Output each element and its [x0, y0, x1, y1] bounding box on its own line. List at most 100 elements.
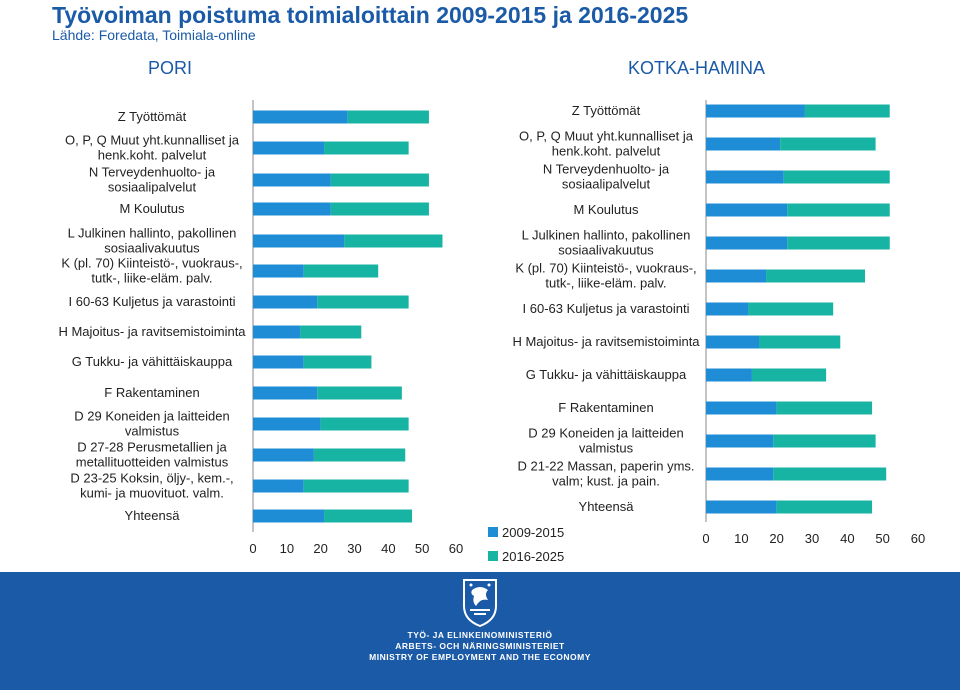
page-title: Työvoiman poistuma toimialoittain 2009-2…: [52, 2, 689, 28]
x-tick-label: 50: [875, 531, 889, 546]
legend-swatch-2009: [488, 527, 498, 537]
category-label: F Rakentaminen: [104, 385, 199, 400]
source-subtitle: Lähde: Foredata, Toimiala-online: [52, 27, 256, 43]
category-label: G Tukku- ja vähittäiskauppa: [526, 367, 687, 382]
legend-swatch-2016: [488, 551, 498, 561]
bar-2009-2015: [706, 236, 788, 250]
bar-2016-2025: [313, 448, 406, 462]
legend-item-2016: 2016-2025: [488, 544, 564, 568]
category-label: L Julkinen hallinto, pakollinen sosiaaliv…: [68, 226, 237, 256]
category-label: Z Työttömät: [118, 109, 187, 124]
bar-2016-2025: [776, 401, 873, 415]
bar-2016-2025: [804, 104, 890, 118]
bar-2009-2015: [706, 302, 749, 316]
bar-2016-2025: [773, 467, 887, 481]
bar-2016-2025: [773, 434, 876, 448]
bar-2016-2025: [320, 417, 409, 431]
bar-2009-2015: [706, 269, 767, 283]
category-label: I 60-63 Kuljetus ja varastointi: [69, 294, 236, 309]
chart-title-pori: PORI: [148, 58, 193, 78]
category-label: L Julkinen hallinto, pakollinen sosiaaliv…: [522, 228, 691, 258]
bar-2009-2015: [706, 203, 788, 217]
category-label: F Rakentaminen: [558, 400, 653, 415]
category-label: Yhteensä: [579, 499, 635, 514]
bar-2016-2025: [751, 368, 827, 382]
ministry-name-en: MINISTRY OF EMPLOYMENT AND THE ECONOMY: [369, 652, 591, 662]
bar-2009-2015: [253, 173, 331, 187]
bar-2009-2015: [253, 202, 331, 216]
category-label: D 21-22 Massan, paperin yms. valm; kust. …: [517, 459, 694, 489]
category-label: G Tukku- ja vähittäiskauppa: [72, 354, 233, 369]
category-label: N Terveydenhuolto- ja sosiaalipalvelut: [89, 165, 216, 195]
category-label: K (pl. 70) Kiinteistö-, vuokraus-, tutk-,…: [61, 256, 242, 286]
x-tick-label: 60: [449, 541, 463, 556]
x-tick-label: 10: [280, 541, 294, 556]
bar-2016-2025: [330, 202, 429, 216]
bar-2016-2025: [780, 137, 876, 151]
category-label: M Koulutus: [119, 201, 185, 216]
bar-2009-2015: [706, 335, 759, 349]
bar-2016-2025: [759, 335, 841, 349]
category-label: M Koulutus: [573, 202, 639, 217]
bar-2016-2025: [303, 355, 372, 369]
bar-2009-2015: [706, 137, 781, 151]
x-tick-label: 0: [702, 531, 709, 546]
bar-2009-2015: [706, 434, 774, 448]
category-label: K (pl. 70) Kiinteistö-, vuokraus-, tutk-,…: [515, 261, 696, 291]
x-tick-label: 20: [769, 531, 783, 546]
bar-2016-2025: [787, 203, 890, 217]
bar-2009-2015: [253, 264, 304, 278]
bar-2016-2025: [787, 236, 890, 250]
bar-charts: Z Työttömät O, P, Q Muut yht.kunnalliset …: [58, 100, 925, 556]
chart-1: Z Työttömät O, P, Q Muut yht.kunnalliset …: [512, 100, 925, 546]
category-label: O, P, Q Muut yht.kunnalliset ja henk.koht…: [519, 129, 694, 159]
x-tick-label: 50: [415, 541, 429, 556]
x-tick-label: 0: [249, 541, 256, 556]
bar-2016-2025: [324, 509, 413, 523]
bar-2009-2015: [706, 467, 774, 481]
bar-2009-2015: [253, 417, 321, 431]
bar-2016-2025: [783, 170, 890, 184]
legend-label-2016: 2016-2025: [502, 548, 565, 564]
bar-2016-2025: [776, 500, 873, 514]
category-label: D 29 Koneiden ja laitteiden valmistus: [74, 409, 229, 439]
bar-2009-2015: [253, 325, 301, 339]
bar-2016-2025: [317, 295, 409, 309]
category-label: I 60-63 Kuljetus ja varastointi: [523, 301, 690, 316]
footer-band: TYÖ- JA ELINKEINOMINISTERIÖ ARBETS- OCH …: [0, 572, 960, 690]
x-tick-label: 60: [911, 531, 925, 546]
category-label: D 29 Koneiden ja laitteiden valmistus: [528, 426, 683, 456]
x-tick-label: 40: [381, 541, 395, 556]
bar-2009-2015: [706, 401, 777, 415]
x-tick-label: 20: [313, 541, 327, 556]
bar-2016-2025: [300, 325, 362, 339]
lion-crest-icon: [463, 579, 497, 628]
bar-2016-2025: [748, 302, 834, 316]
category-label: Yhteensä: [125, 508, 181, 523]
bar-2009-2015: [253, 295, 318, 309]
category-label: N Terveydenhuolto- ja sosiaalipalvelut: [543, 162, 670, 192]
legend-label-2009: 2009-2015: [502, 524, 565, 540]
legend-item-2009: 2009-2015: [488, 520, 564, 544]
x-tick-label: 30: [347, 541, 361, 556]
bar-2016-2025: [330, 173, 429, 187]
bar-2009-2015: [253, 479, 304, 493]
legend: 2009-2015 2016-2025: [488, 520, 564, 568]
x-tick-label: 10: [734, 531, 748, 546]
bar-2016-2025: [324, 141, 409, 155]
ministry-name-fi: TYÖ- JA ELINKEINOMINISTERIÖ: [407, 630, 553, 640]
bar-2009-2015: [253, 509, 325, 523]
category-label: O, P, Q Muut yht.kunnalliset ja henk.koht…: [65, 133, 240, 163]
bar-2016-2025: [303, 264, 379, 278]
category-label: H Majoitus- ja ravitsemistoiminta: [512, 334, 700, 349]
bar-2009-2015: [706, 104, 805, 118]
bar-2009-2015: [253, 110, 348, 124]
bar-2009-2015: [253, 386, 318, 400]
bar-2009-2015: [706, 170, 784, 184]
bar-2016-2025: [347, 110, 429, 124]
bar-2009-2015: [706, 500, 777, 514]
category-label: H Majoitus- ja ravitsemistoiminta: [58, 324, 246, 339]
bar-2016-2025: [766, 269, 865, 283]
ministry-name-sv: ARBETS- OCH NÄRINGSMINISTERIET: [395, 641, 565, 651]
bar-2016-2025: [344, 234, 443, 248]
